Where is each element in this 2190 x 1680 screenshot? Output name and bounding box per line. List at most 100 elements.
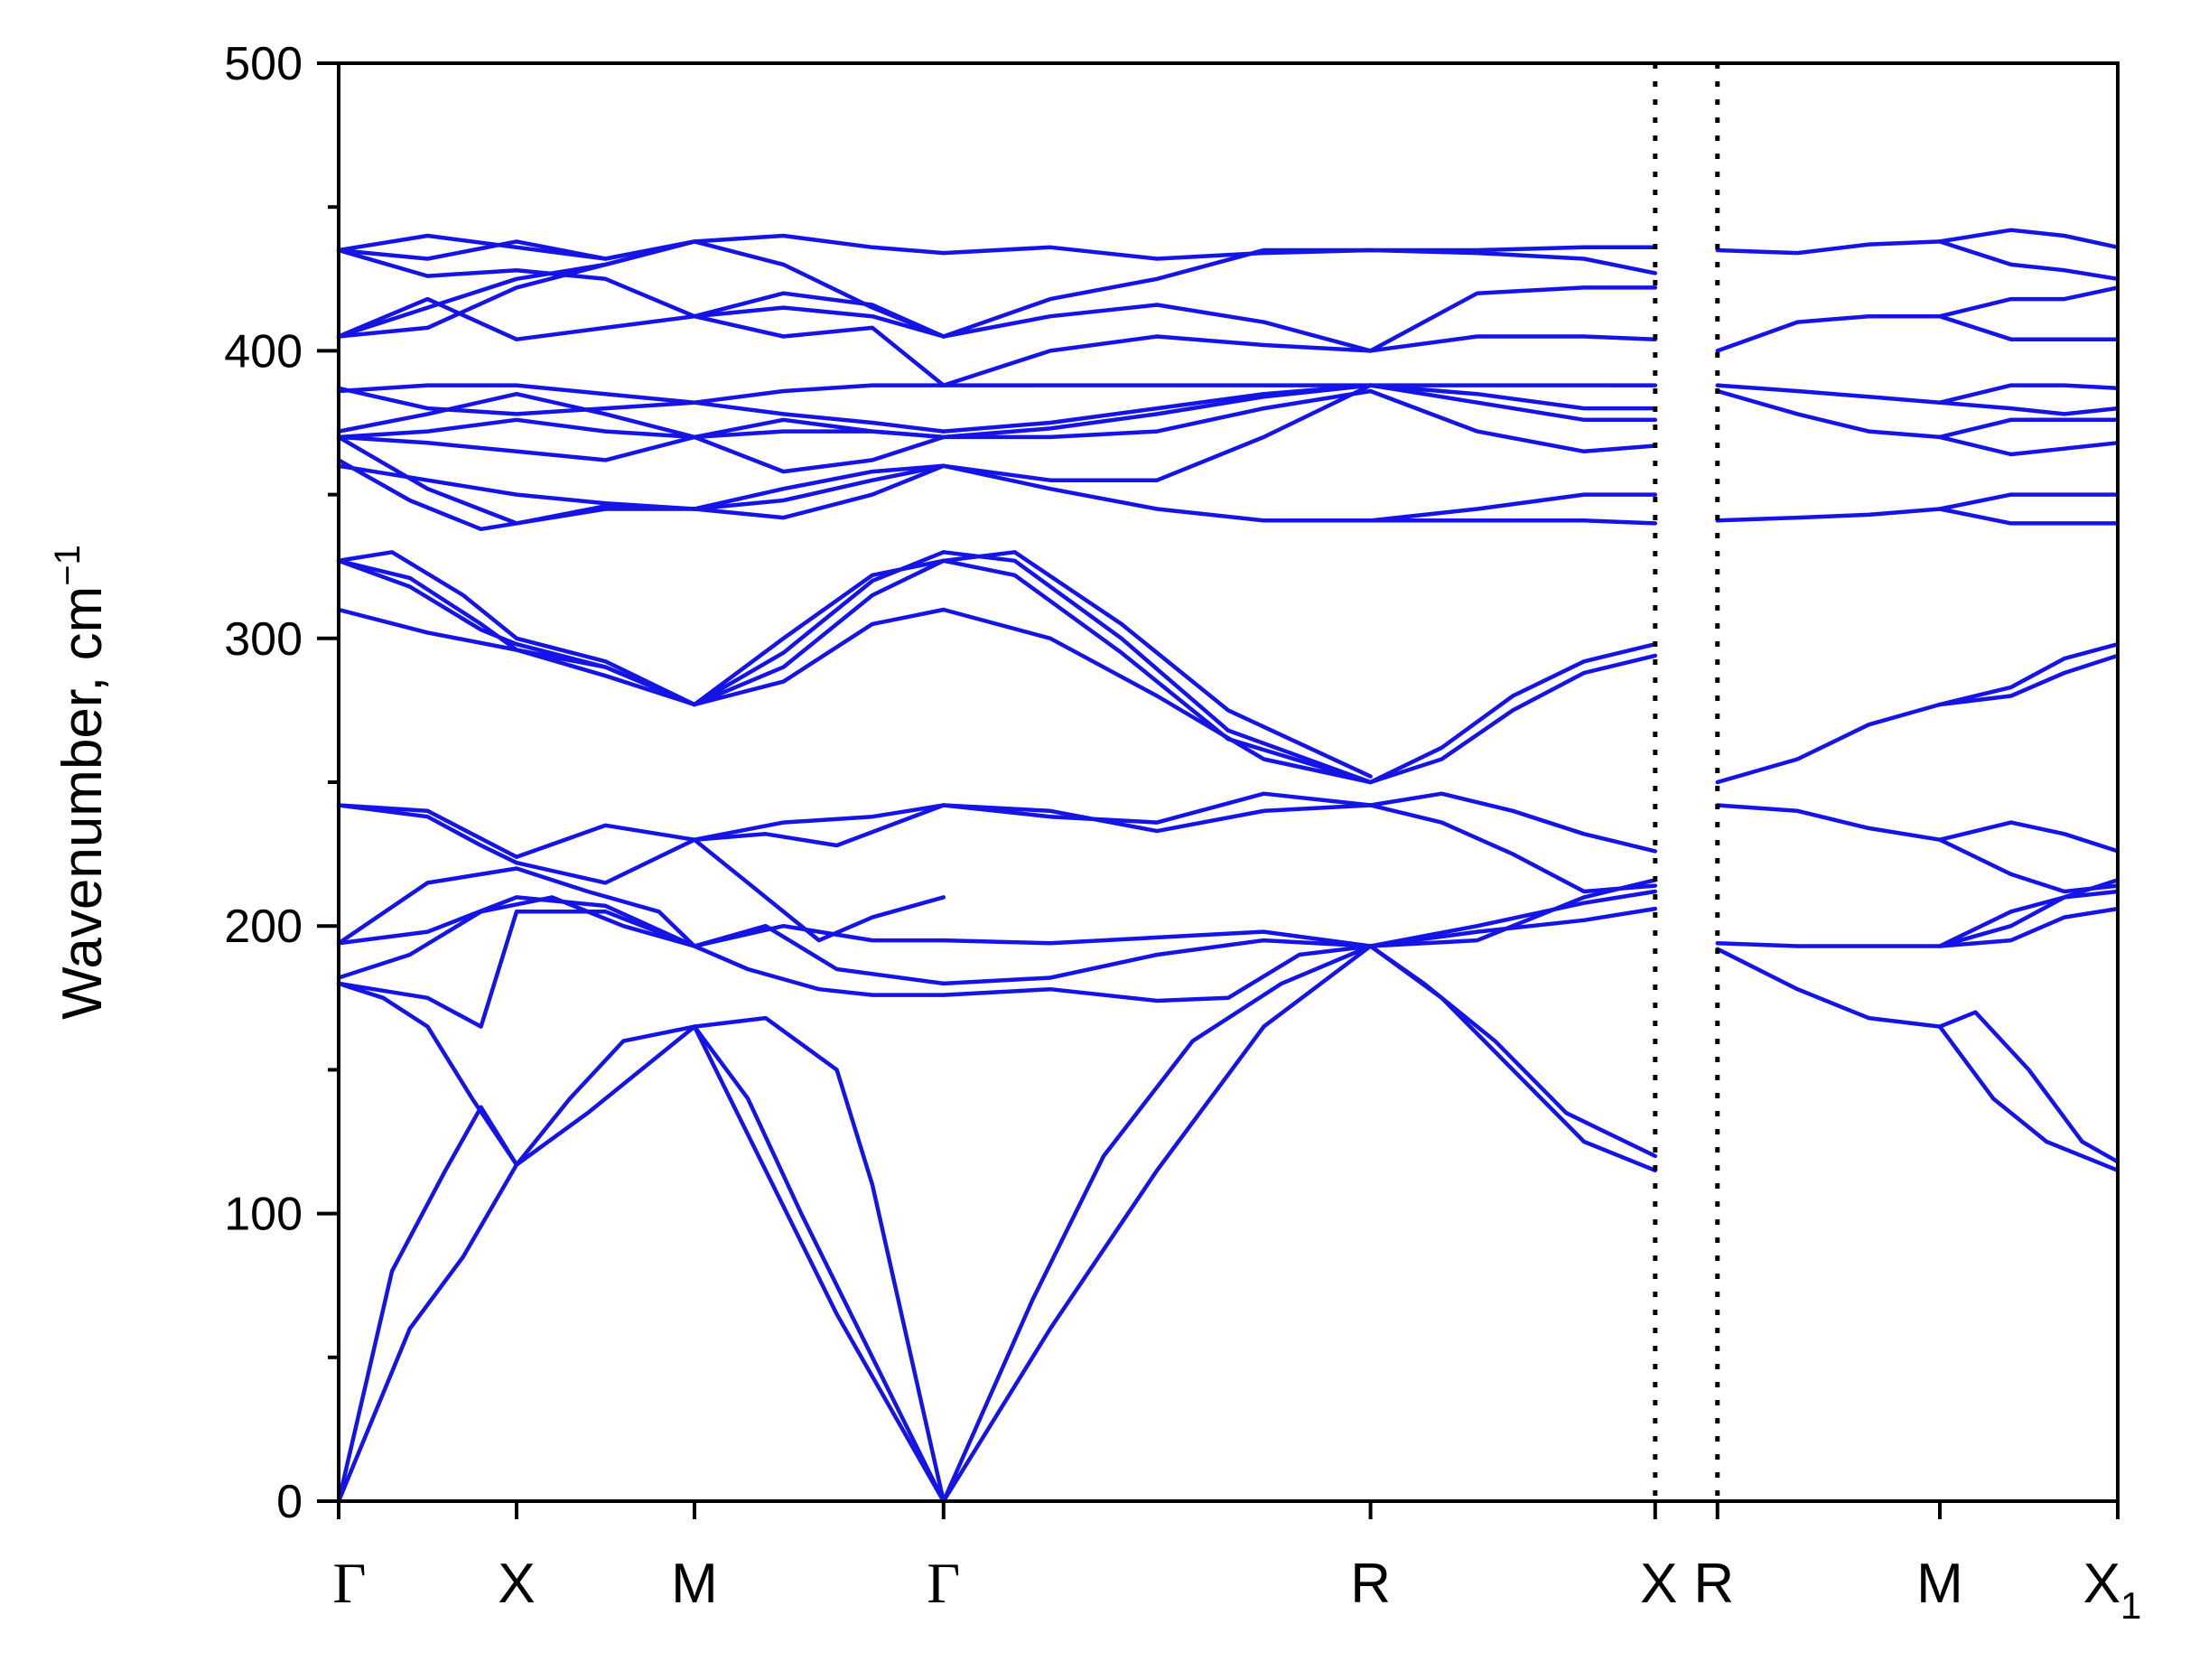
dispersion-branch-88 [1368, 383, 1658, 423]
dispersion-branch-38 [1368, 791, 1658, 854]
dispersion-branch-115 [1368, 334, 1658, 353]
dispersion-branch-109 [941, 247, 1373, 339]
dispersion-branch-90 [1368, 383, 1658, 411]
dispersion-branch-89 [1368, 388, 1658, 454]
dispersion-branch-112 [1368, 247, 1658, 275]
dispersion-branch-22 [692, 944, 946, 997]
dispersion-branch-86 [941, 388, 1373, 440]
dispersion-branch-58 [1937, 641, 2120, 707]
break-lines [1653, 63, 1720, 1501]
dispersion-branch-70 [1715, 507, 1943, 523]
dispersion-branch-7 [941, 944, 1373, 1504]
dispersion-branch-51 [692, 558, 946, 707]
dispersion-branch-114 [1368, 285, 1658, 353]
k-point-label: X [1640, 1553, 1677, 1615]
y-tick-label: 400 [224, 325, 303, 378]
dispersion-branch-27 [1715, 941, 1943, 948]
dispersion-branch-36 [941, 803, 1373, 834]
dispersion-branch-106 [692, 313, 946, 387]
dispersion-branch-121 [1937, 313, 2120, 341]
dispersion-branch-64 [692, 463, 946, 520]
dispersion-branch-57 [1715, 702, 1943, 785]
dispersion-branch-25 [1368, 889, 1658, 948]
dispersion-branch-110 [941, 303, 1373, 353]
dispersion-branch-69 [1368, 492, 1658, 523]
dispersion-branch-0 [336, 1162, 519, 1504]
dispersion-branch-46 [336, 558, 697, 707]
dispersion-branch-113 [1368, 245, 1658, 253]
y-axis: 0 100 200 300 400 500 [224, 38, 339, 1528]
dispersion-branch-61 [336, 458, 697, 532]
dispersion-branch-119 [1937, 239, 2120, 282]
dispersion-branch-63 [692, 463, 946, 511]
dispersion-branch-85 [941, 383, 1373, 440]
k-point-label: Γ [927, 1551, 960, 1615]
dispersion-branch-5 [514, 1024, 697, 1167]
dispersion-branch-120 [1937, 285, 2120, 319]
dispersion-branch-47 [336, 558, 697, 707]
dispersion-branch-91 [1715, 383, 1943, 405]
dispersion-branch-54 [941, 550, 1373, 779]
dispersion-branch-55 [1368, 641, 1658, 785]
dispersion-branch-35 [692, 803, 946, 848]
dispersion-branch-105 [692, 291, 946, 339]
dispersion-branch-60 [336, 463, 697, 511]
dispersion-branch-98 [336, 296, 697, 341]
k-point-label: R [1693, 1553, 1734, 1615]
dispersion-branch-8 [336, 981, 519, 1167]
dispersion-branch-3 [941, 944, 1373, 1504]
dispersion-branch-72 [1937, 507, 2120, 526]
dispersion-branch-77 [336, 434, 697, 462]
dispersion-branch-11 [1368, 944, 1658, 1159]
dispersion-branch-92 [1715, 388, 1943, 440]
dispersion-branch-80 [692, 434, 946, 474]
dispersion-branch-44 [692, 607, 946, 707]
dispersion-branch-118 [1937, 228, 2120, 250]
dispersion-branch-34 [692, 803, 946, 842]
dispersion-branch-56 [1368, 653, 1658, 785]
dispersion-branch-76 [336, 417, 697, 440]
dispersion-branch-37 [941, 791, 1373, 825]
dispersion-branch-104 [692, 233, 946, 256]
dispersion-branch-45 [941, 607, 1373, 785]
dispersion-branch-40 [1715, 803, 1943, 842]
dispersion-lines [336, 228, 2120, 1504]
dispersion-branch-111 [941, 334, 1373, 387]
dispersion-branch-67 [941, 383, 1373, 482]
dispersion-branch-117 [1715, 313, 1943, 353]
dispersion-branch-68 [1368, 518, 1658, 526]
dispersion-branch-75 [336, 391, 697, 440]
dispersion-branch-59 [1937, 653, 2120, 707]
dispersion-branch-82 [692, 429, 946, 440]
dispersion-branch-65 [692, 463, 946, 511]
y-axis-title-text: Wavenumber, cm [51, 586, 114, 1020]
dispersion-branch-2 [692, 1024, 946, 1504]
dispersion-branch-74 [336, 386, 697, 416]
dispersion-branch-19 [336, 866, 697, 948]
dispersion-branch-42 [1937, 837, 2120, 894]
dispersion-branch-66 [941, 463, 1373, 523]
dispersion-branch-28 [1937, 889, 2120, 948]
dispersion-branch-21 [941, 938, 1373, 986]
dispersion-branch-53 [941, 558, 1373, 785]
y-axis-title: Wavenumber, cm−1 [48, 545, 114, 1020]
dispersion-branch-31 [336, 803, 697, 860]
k-point-label: M [1916, 1553, 1963, 1615]
dispersion-branch-23 [941, 944, 1373, 1003]
x-axis: Γ X M Γ R X R M X1 [333, 1501, 2141, 1627]
dispersion-branch-30 [1937, 906, 2120, 948]
dispersion-branch-100 [336, 247, 697, 319]
dispersion-branch-78 [692, 383, 946, 405]
dispersion-branch-102 [336, 239, 697, 261]
dispersion-branch-79 [692, 400, 946, 434]
dispersion-branch-49 [692, 550, 946, 707]
dispersion-branch-17 [941, 929, 1373, 948]
dispersion-branch-73 [336, 383, 697, 405]
dispersion-branch-26 [1368, 906, 1658, 948]
dispersion-branch-1 [514, 1024, 697, 1167]
dispersion-branch-18 [336, 895, 697, 980]
y-tick-label: 300 [224, 613, 303, 666]
k-point-label: M [671, 1553, 718, 1615]
dispersion-branch-116 [1715, 239, 1943, 256]
